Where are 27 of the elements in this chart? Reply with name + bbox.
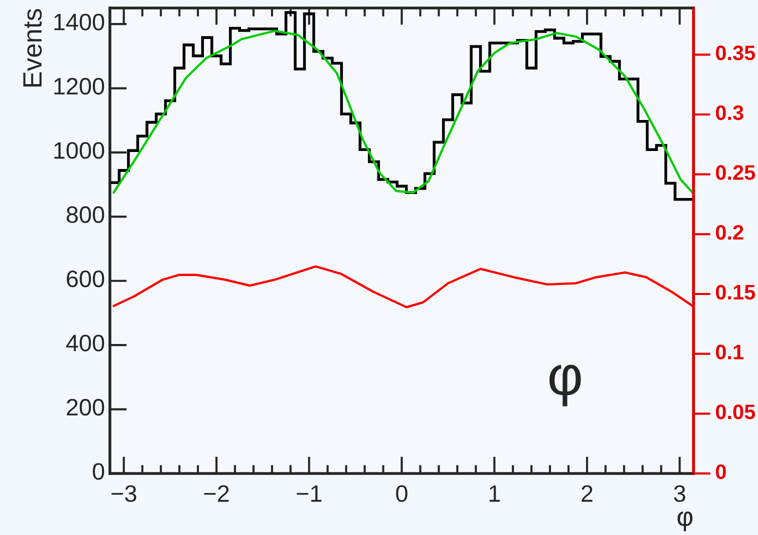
y2-tick-label: 0.35 (716, 46, 756, 60)
y-tick-label: 600 (66, 270, 104, 288)
x-tick-label: 1 (490, 485, 500, 502)
x-tick-label: 2 (582, 485, 592, 502)
x-tick-label: −1 (296, 485, 322, 502)
x-tick-label: 3 (674, 485, 686, 502)
y-tick-label: 1400 (54, 14, 104, 30)
annotation: φ (549, 364, 581, 406)
y-tick-label: 200 (66, 398, 104, 416)
line-series (112, 265, 694, 308)
y-tick-label: 1000 (54, 142, 104, 159)
y2-tick-label: 0.15 (716, 284, 756, 300)
y2-tick-label: 0.1 (716, 344, 744, 360)
y-tick-label: 1200 (54, 78, 104, 95)
x-tick-label: 0 (396, 485, 408, 502)
y2-tick-label: 0.2 (716, 225, 744, 240)
x-axis-title: φ (678, 511, 692, 532)
y-tick-label: 0 (92, 463, 104, 480)
x-tick-label: −2 (204, 485, 229, 502)
y2-tick-label: 0 (716, 464, 726, 480)
y-tick-label: 400 (66, 334, 104, 352)
y-axis-title: Events (23, 8, 42, 87)
x-tick-label: −3 (112, 485, 136, 502)
y2-tick-label: 0.25 (716, 165, 756, 180)
y-tick-label: 800 (66, 206, 104, 224)
y2-tick-label: 0.3 (716, 105, 744, 120)
y2-tick-label: 0.05 (716, 404, 756, 420)
